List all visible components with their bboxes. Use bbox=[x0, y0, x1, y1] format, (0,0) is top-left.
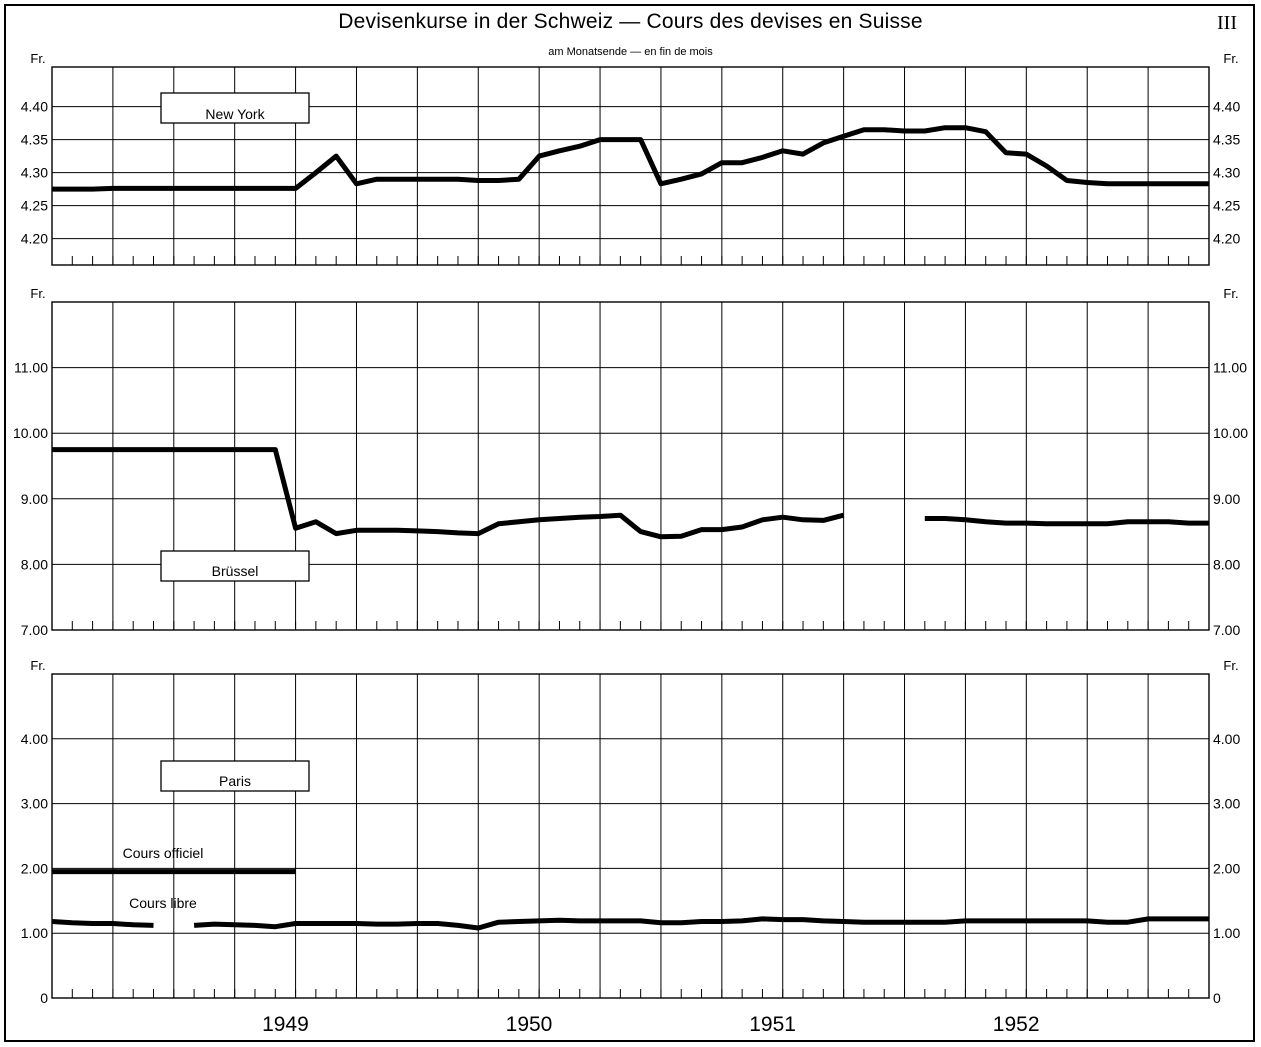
panel-3-y-tick-label-right: 1.00 bbox=[1213, 925, 1240, 941]
panel-2-y-tick-label-right: 9.00 bbox=[1213, 491, 1240, 507]
year-label: 1952 bbox=[993, 1013, 1040, 1036]
panel-2-y-tick-label-right: 11.00 bbox=[1213, 360, 1247, 376]
panel-2-label-box bbox=[160, 550, 310, 582]
panel-1-y-tick-label-right: 4.30 bbox=[1213, 165, 1240, 181]
panel-2-series-1-line bbox=[924, 516, 1209, 527]
panel-2-unit-label-right: Fr. bbox=[1223, 286, 1238, 301]
panel-3-y-tick-label-right: 3.00 bbox=[1213, 796, 1240, 812]
panel-1-y-tick-label-left: 4.40 bbox=[21, 99, 48, 115]
year-label: 1950 bbox=[506, 1013, 553, 1036]
panel-1-y-tick-label-left: 4.20 bbox=[21, 231, 48, 247]
panel-1-y-tick-label-right: 4.25 bbox=[1213, 198, 1240, 214]
year-label: 1949 bbox=[262, 1013, 309, 1036]
panel-1-unit-label-left: Fr. bbox=[30, 51, 45, 66]
panel-1-unit-label-right: Fr. bbox=[1223, 51, 1238, 66]
panel-3-series-2-line bbox=[51, 919, 154, 928]
panel-2-y-tick-label-right: 10.00 bbox=[1213, 425, 1248, 441]
panel-3-series-2-name: Cours libre bbox=[129, 895, 197, 911]
panel-3-y-tick-label-left: 4.00 bbox=[21, 731, 48, 747]
panel-3-label-box bbox=[160, 760, 310, 792]
panel-2-y-tick-label-left: 10.00 bbox=[13, 425, 48, 441]
panel-2-label: Brüssel bbox=[212, 563, 259, 579]
panel-2-y-tick-label-left: 8.00 bbox=[21, 556, 48, 572]
panel-3-y-tick-label-right: 2.00 bbox=[1213, 860, 1240, 876]
panel-1-y-tick-label-right: 4.35 bbox=[1213, 132, 1240, 148]
panel-2-y-tick-label-left: 9.00 bbox=[21, 491, 48, 507]
panel-3-plot-area bbox=[51, 673, 1210, 999]
panel-3-series-2-line bbox=[193, 916, 1209, 931]
chart-frame bbox=[4, 4, 1255, 1042]
panel-2-unit-label-left: Fr. bbox=[30, 286, 45, 301]
page-subtitle: am Monatsende — en fin de mois bbox=[548, 46, 713, 58]
panel-2-y-tick-label-left: 11.00 bbox=[14, 360, 48, 376]
panel-1-y-tick-label-right: 4.40 bbox=[1213, 99, 1240, 115]
panel-3-y-tick-label-left: 3.00 bbox=[21, 796, 48, 812]
panel-1-y-tick-label-left: 4.35 bbox=[21, 132, 48, 148]
panel-2-series-1-line bbox=[52, 447, 845, 540]
panel-3-unit-label-left: Fr. bbox=[30, 658, 45, 673]
panel-3-y-tick-label-right: 4.00 bbox=[1213, 731, 1240, 747]
panel-1-label-box bbox=[160, 92, 310, 124]
panel-1-series-1-line bbox=[52, 125, 1209, 192]
panel-2-y-tick-label-right: 8.00 bbox=[1213, 556, 1240, 572]
panel-3-label: Paris bbox=[219, 773, 251, 789]
panel-3-series-1-name: Cours officiel bbox=[123, 845, 204, 861]
panel-1-label: New York bbox=[205, 106, 265, 122]
page-title: Devisenkurse in der Schweiz — Cours des … bbox=[338, 10, 923, 33]
panel-3-y-tick-label-right: 0 bbox=[1213, 990, 1221, 1006]
panel-1-y-tick-label-right: 4.20 bbox=[1213, 231, 1240, 247]
panel-2-y-tick-label-right: 7.00 bbox=[1213, 622, 1240, 638]
panel-2-y-tick-label-left: 7.00 bbox=[21, 622, 48, 638]
panel-3-y-tick-label-left: 1.00 bbox=[21, 925, 48, 941]
panel-1-y-tick-label-left: 4.25 bbox=[21, 198, 48, 214]
plate-number: III bbox=[1217, 12, 1237, 34]
year-label: 1951 bbox=[749, 1013, 796, 1036]
panel-3-y-tick-label-left: 2.00 bbox=[21, 860, 48, 876]
panel-1-y-tick-label-left: 4.30 bbox=[21, 165, 48, 181]
panel-3-unit-label-right: Fr. bbox=[1223, 658, 1238, 673]
panel-3-y-tick-label-left: 0 bbox=[40, 990, 48, 1006]
